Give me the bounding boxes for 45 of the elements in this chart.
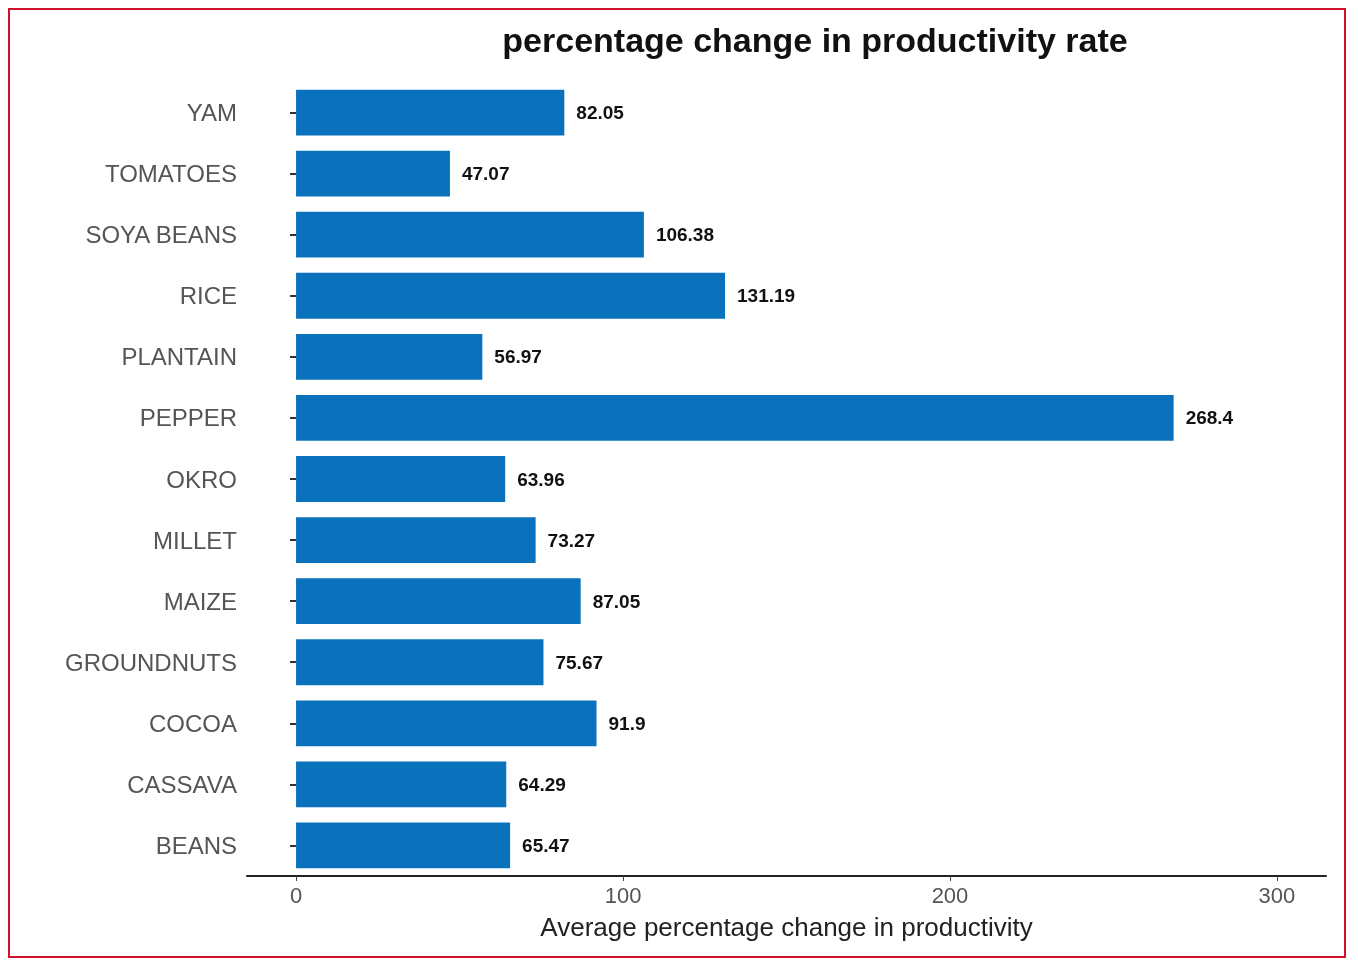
data-label: 82.05	[576, 102, 625, 124]
data-label: 56.97	[494, 346, 542, 368]
bar	[296, 211, 644, 258]
y-tick-label: MILLET	[152, 526, 238, 554]
bar	[296, 517, 536, 563]
bar	[296, 333, 483, 380]
data-label: 75.67	[555, 651, 604, 673]
y-tick-label: YAM	[186, 99, 237, 127]
y-tick-label: OKRO	[166, 465, 237, 493]
y-tick-label: RICE	[179, 282, 237, 310]
data-label: 64.29	[518, 773, 566, 795]
x-tick-label: 0	[289, 882, 303, 908]
data-label: 91.9	[608, 712, 646, 734]
x-tick-label: 200	[931, 882, 969, 908]
bar	[296, 395, 1174, 441]
chart-title: percentage change in productivity rate	[502, 21, 1128, 59]
data-label: 73.27	[547, 529, 596, 551]
bar	[296, 700, 597, 747]
y-tick-label: BEANS	[155, 831, 237, 859]
bar	[296, 639, 544, 686]
y-tick-label: PEPPER	[139, 404, 237, 432]
data-label: 47.07	[461, 163, 510, 185]
bar	[296, 578, 581, 625]
data-label: 106.38	[655, 224, 714, 246]
y-tick-label: GROUNDNUTS	[65, 648, 237, 676]
data-label: 65.47	[522, 834, 570, 856]
y-tick-label: TOMATOES	[104, 160, 237, 188]
data-label: 63.96	[517, 468, 565, 490]
data-label: 87.05	[592, 590, 641, 612]
y-tick-label: MAIZE	[163, 587, 237, 615]
y-tick-label: PLANTAIN	[121, 343, 237, 371]
bar	[296, 822, 511, 869]
bar	[296, 150, 450, 197]
bar	[296, 89, 565, 136]
bar	[296, 272, 725, 319]
y-tick-label: COCOA	[148, 709, 237, 737]
data-label: 131.19	[737, 285, 796, 307]
x-tick-label: 100	[604, 882, 642, 908]
bar	[296, 761, 507, 808]
x-tick-label: 300	[1258, 882, 1296, 908]
x-axis-title: Average percentage change in productivity	[540, 912, 1033, 942]
y-tick-label: CASSAVA	[127, 770, 237, 798]
bar	[296, 456, 506, 502]
y-tick-label: SOYA BEANS	[85, 221, 237, 249]
data-label: 268.4	[1185, 407, 1234, 429]
